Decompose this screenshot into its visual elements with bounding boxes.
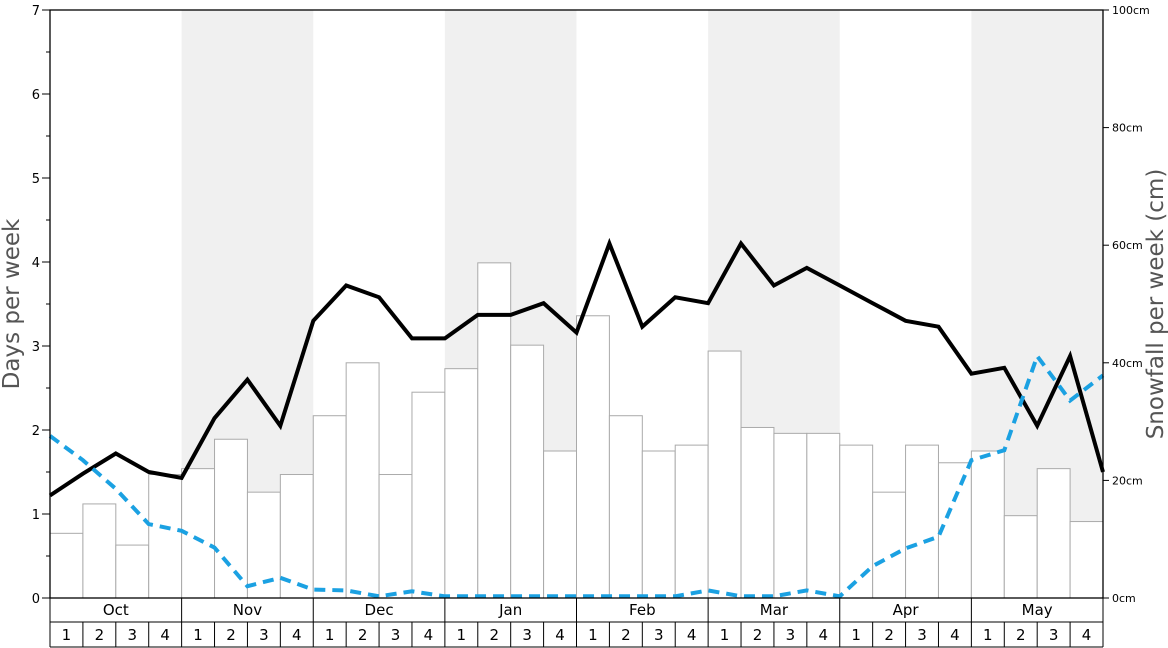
week-label: 1 [325,626,335,644]
right-tick-label: 80cm [1112,122,1143,135]
right-y-axis: 0cm 20cm 40cm 60cm 80cm 100cm [1103,4,1150,605]
snowfall-bar [905,444,939,599]
snowfall-bars [49,262,1104,599]
week-label: 2 [358,626,368,644]
week-label: 1 [193,626,203,644]
week-label: 3 [522,626,532,644]
left-tick-label: 6 [32,88,40,103]
left-axis-label: Days per week [0,218,25,389]
month-label: Apr [893,601,920,619]
snowfall-bar [674,444,709,599]
week-label: 2 [1016,626,1026,644]
week-label: 3 [127,626,137,644]
snowfall-bar [872,491,907,599]
snowfall-bar [345,362,380,599]
week-label: 2 [489,626,499,644]
week-label: 1 [983,626,993,644]
week-label: 4 [687,626,697,644]
week-label: 2 [226,626,236,644]
snowfall-bar [49,532,84,599]
left-tick-label: 4 [32,256,40,271]
solid-days-line [48,237,1105,498]
snowfall-bar [1036,468,1071,599]
snowfall-bar [707,350,742,599]
snowfall-bar [115,544,150,599]
snowfall-bar [937,462,972,599]
right-tick-label: 60cm [1112,239,1143,252]
snowfall-bar [214,438,248,599]
month-label: Nov [233,601,262,619]
left-tick-label: 2 [32,424,40,439]
month-label: Feb [629,601,656,619]
snowfall-bar [839,444,874,599]
snowfall-bar [608,415,643,599]
week-label: 4 [424,626,434,644]
week-label: 3 [259,626,269,644]
snowfall-bar [510,344,545,599]
week-label: 2 [621,626,631,644]
week-label: 4 [292,626,302,644]
week-label: 1 [851,626,861,644]
right-tick-label: 20cm [1112,474,1143,487]
right-axis-label: Snowfall per week (cm) [1143,169,1168,440]
dashed-days-line [48,351,1105,599]
snowfall-bar [576,315,610,599]
snowfall-bar [543,450,577,599]
week-label: 3 [917,626,927,644]
snowfall-bar [444,368,479,599]
week-label: 2 [95,626,105,644]
week-label: 4 [1082,626,1092,644]
month-label: Dec [365,601,394,619]
days-lines [48,237,1105,599]
week-label: 3 [654,626,664,644]
snowfall-bar [378,474,413,599]
week-label: 3 [391,626,401,644]
snowfall-bar [740,426,775,599]
left-tick-label: 1 [32,508,40,523]
month-label: Oct [103,601,129,619]
week-label: 3 [1049,626,1059,644]
week-label: 1 [588,626,598,644]
x-axis-table: Oct Nov Dec Jan Feb Mar Apr May 1 2 3 4 1 2 3 4 1 2 3 4 1 2 3 4… [49,598,1104,648]
snowfall-bar [806,432,841,599]
snowfall-bar [312,415,347,599]
right-tick-label: 100cm [1112,4,1150,17]
snowfall-bar [1069,521,1104,599]
snowfall-bar [641,450,676,599]
left-tick-label: 0 [32,592,40,607]
month-label: Mar [760,601,789,619]
week-label: 1 [62,626,72,644]
week-label: 4 [555,626,565,644]
week-label: 2 [753,626,763,644]
right-tick-label: 0cm [1112,592,1136,605]
week-label: 2 [884,626,894,644]
week-label: 4 [819,626,829,644]
snowfall-bar [970,450,1005,599]
week-label: 1 [720,626,730,644]
week-label: 3 [786,626,796,644]
snowfall-bar [1003,515,1038,599]
snowfall-bar [82,503,117,599]
left-tick-label: 3 [32,340,40,355]
snowfall-bar [773,432,808,599]
month-label: May [1022,601,1053,619]
snowfall-bar [148,474,183,599]
week-label: 4 [950,626,960,644]
week-label: 1 [457,626,467,644]
right-tick-label: 40cm [1112,357,1143,370]
month-label: Jan [498,601,522,619]
snowfall-bar [411,391,446,599]
left-tick-label: 7 [32,4,40,19]
left-tick-label: 5 [32,172,40,187]
left-y-axis: 0 1 2 3 4 5 6 7 [32,4,50,607]
week-label: 4 [160,626,170,644]
